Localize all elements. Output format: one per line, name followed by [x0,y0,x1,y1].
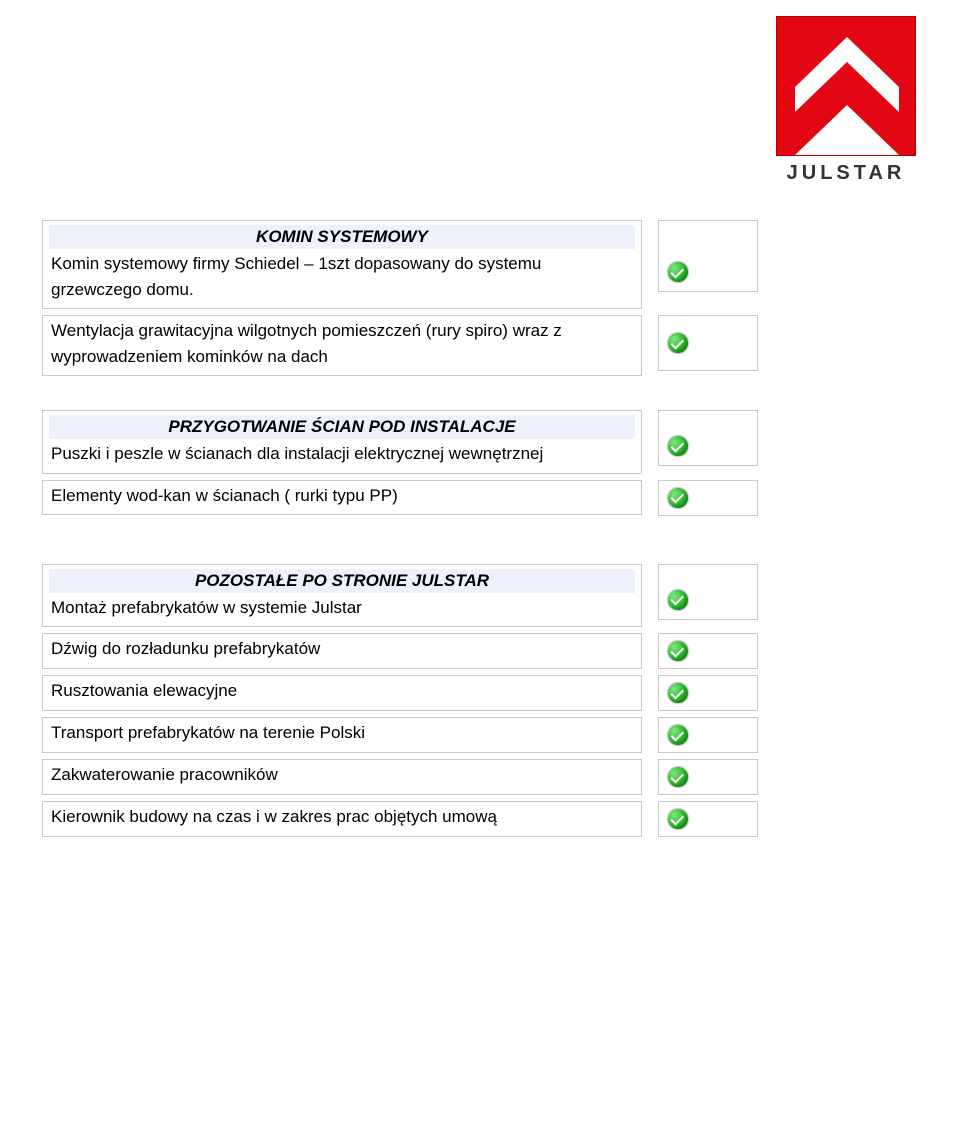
row-pozostale-3: Rusztowania elewacyjne [42,675,918,711]
status-cell [658,410,758,466]
chevron-up-icon [777,17,916,156]
check-icon [667,682,689,704]
section-header-przygotowanie: PRZYGOTWANIE ŚCIAN POD INSTALACJE [49,415,635,439]
brand-logo: JULSTAR [776,16,916,186]
item-text: Puszki i peszle w ścianach dla instalacj… [43,439,641,473]
item-text: Zakwaterowanie pracowników [43,760,641,794]
check-icon [667,640,689,662]
status-cell [658,564,758,620]
row-komin-2: Wentylacja grawitacyjna wilgotnych pomie… [42,315,918,376]
item-text: Komin systemowy firmy Schiedel – 1szt do… [43,249,641,308]
status-cell [658,717,758,753]
item-text: Rusztowania elewacyjne [43,676,641,710]
status-cell [658,801,758,837]
check-icon [667,261,689,283]
text-cell: Wentylacja grawitacyjna wilgotnych pomie… [42,315,642,376]
check-icon [667,332,689,354]
item-text: Dźwig do rozładunku prefabrykatów [43,634,641,668]
row-przygotowanie-2: Elementy wod-kan w ścianach ( rurki typu… [42,480,918,516]
text-cell: Kierownik budowy na czas i w zakres prac… [42,801,642,837]
text-cell: POZOSTAŁE PO STRONIE JULSTAR Montaż pref… [42,564,642,628]
check-icon [667,589,689,611]
row-pozostale-2: Dźwig do rozładunku prefabrykatów [42,633,918,669]
item-text: Kierownik budowy na czas i w zakres prac… [43,802,641,836]
status-cell [658,480,758,516]
document-body: KOMIN SYSTEMOWY Komin systemowy firmy Sc… [42,220,918,837]
logo-square [776,16,916,156]
item-text: Transport prefabrykatów na terenie Polsk… [43,718,641,752]
status-cell [658,220,758,292]
item-text: Wentylacja grawitacyjna wilgotnych pomie… [43,316,641,375]
check-icon [667,435,689,457]
text-cell: Dźwig do rozładunku prefabrykatów [42,633,642,669]
item-text: Montaż prefabrykatów w systemie Julstar [43,593,641,627]
check-icon [667,766,689,788]
row-przygotowanie-1: PRZYGOTWANIE ŚCIAN POD INSTALACJE Puszki… [42,410,918,474]
row-pozostale-1: POZOSTAŁE PO STRONIE JULSTAR Montaż pref… [42,564,918,628]
section-header-komin: KOMIN SYSTEMOWY [49,225,635,249]
row-pozostale-5: Zakwaterowanie pracowników [42,759,918,795]
section-header-pozostale: POZOSTAŁE PO STRONIE JULSTAR [49,569,635,593]
text-cell: Rusztowania elewacyjne [42,675,642,711]
text-cell: KOMIN SYSTEMOWY Komin systemowy firmy Sc… [42,220,642,309]
check-icon [667,808,689,830]
row-komin-1: KOMIN SYSTEMOWY Komin systemowy firmy Sc… [42,220,918,309]
text-cell: PRZYGOTWANIE ŚCIAN POD INSTALACJE Puszki… [42,410,642,474]
text-cell: Transport prefabrykatów na terenie Polsk… [42,717,642,753]
item-text: Elementy wod-kan w ścianach ( rurki typu… [43,481,641,515]
status-cell [658,675,758,711]
status-cell [658,633,758,669]
text-cell: Elementy wod-kan w ścianach ( rurki typu… [42,480,642,516]
status-cell [658,315,758,371]
row-pozostale-6: Kierownik budowy na czas i w zakres prac… [42,801,918,837]
check-icon [667,724,689,746]
text-cell: Zakwaterowanie pracowników [42,759,642,795]
check-icon [667,487,689,509]
row-pozostale-4: Transport prefabrykatów na terenie Polsk… [42,717,918,753]
brand-name: JULSTAR [776,162,916,185]
status-cell [658,759,758,795]
